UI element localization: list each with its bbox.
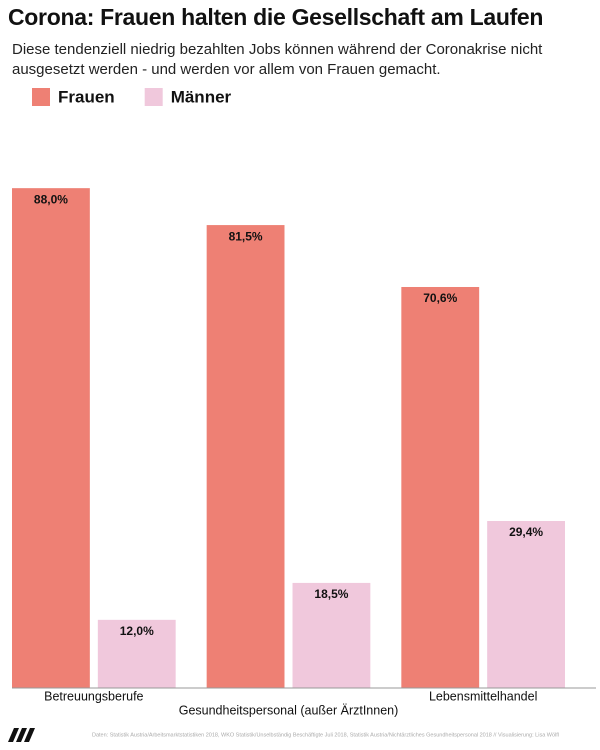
value-label: 88,0% (34, 192, 68, 206)
x-tick-label: Lebensmittelhandel (429, 689, 537, 703)
value-label: 81,5% (229, 229, 263, 243)
x-tick-label: Betreuungsberufe (44, 689, 143, 703)
value-label: 12,0% (120, 624, 154, 638)
bar (206, 225, 285, 688)
value-label: 18,5% (314, 587, 348, 601)
x-tick-label: Gesundheitspersonal (außer ÄrztInnen) (179, 703, 399, 717)
source-note: Daten: Statistik Austria/Arbeitsmarktsta… (92, 732, 559, 738)
value-label: 70,6% (423, 291, 457, 305)
bar (292, 582, 371, 688)
legend-label: Männer (171, 87, 232, 106)
bar (97, 619, 176, 688)
chart-title: Corona: Frauen halten die Gesellschaft a… (8, 4, 544, 30)
legend-label: Frauen (58, 87, 115, 106)
bar (487, 521, 565, 688)
value-label: 29,4% (509, 525, 543, 539)
logo (8, 728, 35, 742)
bar (12, 188, 90, 688)
legend-swatch (32, 88, 50, 106)
legend-swatch (144, 88, 163, 106)
chart-subtitle: Diese tendenziell niedrig bezahlten Jobs… (12, 41, 543, 78)
bar (401, 286, 480, 688)
